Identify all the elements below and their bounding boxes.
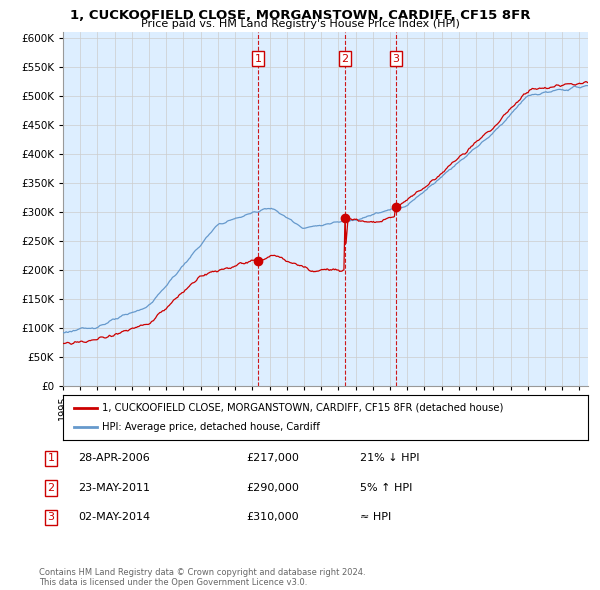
Text: £290,000: £290,000 xyxy=(246,483,299,493)
Text: £310,000: £310,000 xyxy=(246,513,299,522)
Text: 3: 3 xyxy=(392,54,400,64)
Text: 1, CUCKOOFIELD CLOSE, MORGANSTOWN, CARDIFF, CF15 8FR (detached house): 1, CUCKOOFIELD CLOSE, MORGANSTOWN, CARDI… xyxy=(103,403,504,412)
Text: £217,000: £217,000 xyxy=(246,454,299,463)
Text: HPI: Average price, detached house, Cardiff: HPI: Average price, detached house, Card… xyxy=(103,422,320,432)
Text: ≈ HPI: ≈ HPI xyxy=(360,513,391,522)
Text: 1: 1 xyxy=(47,454,55,463)
Text: 2: 2 xyxy=(341,54,349,64)
Text: 2: 2 xyxy=(47,483,55,493)
Text: 5% ↑ HPI: 5% ↑ HPI xyxy=(360,483,412,493)
Text: 21% ↓ HPI: 21% ↓ HPI xyxy=(360,454,419,463)
Text: 02-MAY-2014: 02-MAY-2014 xyxy=(78,513,150,522)
Text: 1: 1 xyxy=(254,54,262,64)
Text: 23-MAY-2011: 23-MAY-2011 xyxy=(78,483,150,493)
Text: Price paid vs. HM Land Registry's House Price Index (HPI): Price paid vs. HM Land Registry's House … xyxy=(140,19,460,30)
Text: 28-APR-2006: 28-APR-2006 xyxy=(78,454,150,463)
Text: 3: 3 xyxy=(47,513,55,522)
Text: 1, CUCKOOFIELD CLOSE, MORGANSTOWN, CARDIFF, CF15 8FR: 1, CUCKOOFIELD CLOSE, MORGANSTOWN, CARDI… xyxy=(70,9,530,22)
Text: Contains HM Land Registry data © Crown copyright and database right 2024.
This d: Contains HM Land Registry data © Crown c… xyxy=(39,568,365,587)
